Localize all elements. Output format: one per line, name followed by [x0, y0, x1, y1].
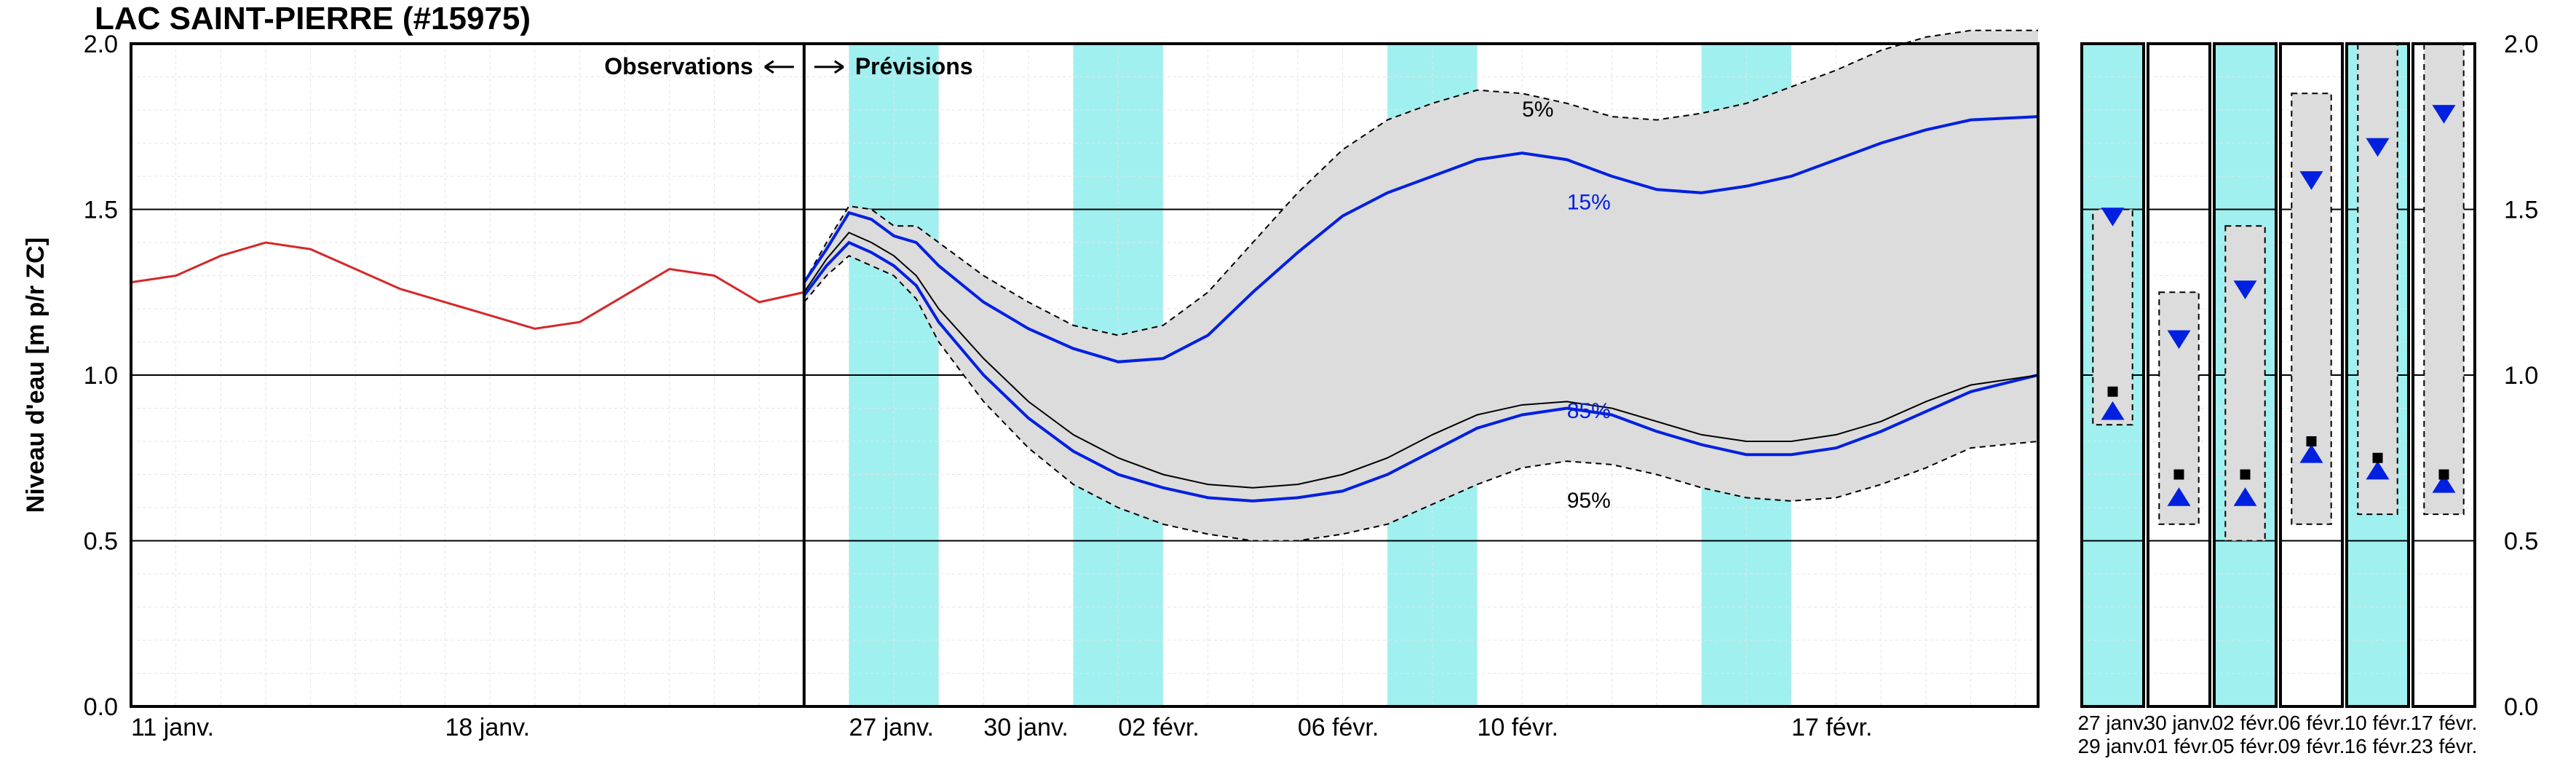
small-panel: 27 janv.29 janv. [2078, 44, 2148, 757]
small-panel-label-top: 17 févr. [2411, 712, 2478, 734]
median-marker-icon [2373, 453, 2383, 463]
y-tick-label-left: 1.5 [84, 197, 118, 224]
observations-line [131, 243, 804, 328]
median-marker-icon [2240, 470, 2251, 480]
small-panel-label-top: 30 janv. [2144, 712, 2214, 734]
median-marker-icon [2307, 436, 2317, 446]
y-tick-label-right: 1.0 [2504, 362, 2538, 390]
small-panel: 02 févr.05 févr. [2212, 44, 2279, 757]
x-tick-label: 30 janv. [983, 714, 1069, 741]
observations-label: Observations [604, 53, 753, 79]
y-tick-label-right: 1.5 [2504, 197, 2538, 224]
pct-label: 95% [1567, 489, 1611, 513]
small-panel: 10 févr.16 févr. [2345, 44, 2411, 757]
previsions-label: Prévisions [855, 53, 973, 79]
median-marker-icon [2108, 387, 2118, 397]
median-marker-icon [2174, 470, 2184, 480]
small-panel-label-top: 06 févr. [2278, 712, 2345, 734]
small-panel-label-bottom: 29 janv. [2078, 735, 2148, 757]
x-tick-label: 10 févr. [1477, 714, 1558, 741]
small-panel-label-bottom: 01 févr. [2146, 735, 2213, 757]
arrow-right-icon [815, 61, 844, 73]
x-tick-label: 17 févr. [1791, 714, 1873, 741]
y-tick-label-left: 0.5 [84, 528, 118, 556]
small-panel: 17 févr.23 févr. [2411, 44, 2478, 757]
pct-label: 85% [1567, 399, 1611, 423]
small-panel-label-top: 02 févr. [2212, 712, 2279, 734]
y-tick-label-left: 0.0 [84, 693, 118, 721]
small-panel-label-bottom: 05 févr. [2212, 735, 2279, 757]
x-tick-label: 02 févr. [1118, 714, 1200, 741]
x-tick-label: 11 janv. [131, 714, 214, 741]
x-tick-label: 18 janv. [445, 714, 531, 741]
arrow-left-icon [765, 61, 794, 73]
small-panel-label-top: 27 janv. [2078, 712, 2148, 734]
x-tick-label: 06 févr. [1298, 714, 1379, 741]
small-box [2358, 44, 2397, 514]
chart-title: LAC SAINT-PIERRE (#15975) [95, 1, 531, 36]
pct-label: 5% [1522, 98, 1553, 122]
y-tick-label-right: 0.0 [2504, 693, 2538, 721]
small-panel-label-bottom: 09 févr. [2278, 735, 2345, 757]
small-panel: 30 janv.01 févr. [2144, 44, 2214, 757]
y-tick-label-right: 0.5 [2504, 528, 2538, 556]
pct-label: 15% [1567, 191, 1611, 215]
median-marker-icon [2439, 470, 2449, 480]
y-tick-label-right: 2.0 [2504, 31, 2538, 58]
small-panel-label-bottom: 16 févr. [2345, 735, 2411, 757]
x-tick-label: 27 janv. [849, 714, 934, 741]
y-axis-label: Niveau d'eau [m p/r ZC] [22, 237, 49, 513]
small-panel: 06 févr.09 févr. [2278, 44, 2345, 757]
small-panel-label-bottom: 23 févr. [2411, 735, 2478, 757]
small-panel-label-top: 10 févr. [2345, 712, 2411, 734]
y-tick-label-left: 1.0 [84, 362, 118, 390]
